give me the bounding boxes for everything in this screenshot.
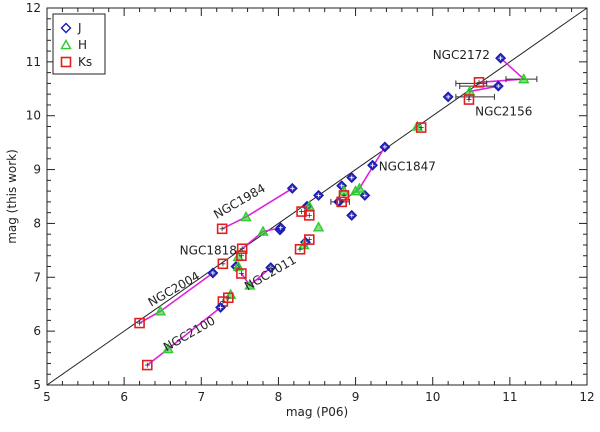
point-ks [236, 250, 247, 262]
legend-marker-ks [60, 56, 72, 68]
cluster-label-ngc2100: NGC2100 [161, 313, 218, 354]
legend-marker-h [60, 39, 72, 50]
point-ks [463, 94, 475, 105]
point-ks [141, 359, 153, 371]
point-h [518, 73, 530, 84]
point-ks [294, 243, 306, 255]
point-ks [415, 122, 427, 133]
point-h [244, 279, 256, 290]
point-ks [236, 243, 248, 255]
point-h [353, 182, 366, 193]
x-tick-label: 5 [43, 390, 51, 404]
legend: JH Ks [52, 13, 106, 75]
point-ks [236, 268, 247, 279]
legend-label-j: J [77, 21, 82, 35]
legend-label-ks: Ks [78, 55, 92, 69]
y-tick-label: 10 [26, 109, 41, 123]
cluster-label-ngc2156: NGC2156 [475, 105, 532, 119]
point-ks [303, 210, 315, 221]
y-tick-label: 7 [33, 270, 41, 284]
point-ks [217, 258, 229, 270]
cluster-label-ngc1847: NGC1847 [379, 160, 436, 174]
x-tick-label: 12 [579, 390, 594, 404]
legend-marker-j [60, 22, 72, 34]
cluster-label-ngc2004: NGC2004 [146, 269, 203, 310]
x-tick-label: 10 [425, 390, 440, 404]
point-h [312, 221, 325, 232]
cluster-label-ngc2172: NGC2172 [433, 48, 490, 62]
y-tick-label: 11 [26, 55, 41, 69]
point-h [257, 225, 269, 236]
point-ks [303, 234, 315, 245]
point-ks [134, 317, 145, 329]
x-tick-label: 6 [120, 390, 128, 404]
cluster-label-ngc1818: NGC1818 [180, 244, 237, 258]
point-h [162, 342, 174, 354]
y-tick-label: 9 [33, 163, 41, 177]
plot-area: NGC2172 NGC2156 NGC1847 NGC1984 NGC1818 NGC20… [46, 7, 588, 386]
cluster-label-ngc2011: NGC2011 [242, 253, 299, 294]
y-axis-label: mag (this work) [5, 149, 19, 244]
axes: 5 6 7 8 9 10 11 12 5 6 7 8 9 10 11 12 mag (P06) mag (this… [5, 1, 595, 419]
point-h [154, 305, 167, 316]
x-tick-label: 9 [352, 390, 360, 404]
y-tick-label: 12 [26, 1, 41, 15]
y-tick-label: 8 [33, 216, 41, 230]
x-tick-label: 8 [275, 390, 283, 404]
point-h [303, 200, 315, 211]
point-ks [216, 223, 228, 235]
x-tick-label: 7 [197, 390, 205, 404]
cluster-label-ngc1984: NGC1984 [211, 181, 268, 222]
y-tick-label: 6 [33, 324, 41, 338]
plot-frame [46, 7, 588, 386]
point-ks [338, 190, 350, 201]
y-tick-label: 5 [33, 378, 41, 392]
x-tick-label: 11 [502, 390, 517, 404]
legend-label-h: H [78, 38, 87, 52]
point-ks [473, 77, 485, 88]
point-ks [336, 196, 347, 208]
point-h [232, 260, 245, 271]
point-h [240, 211, 252, 222]
x-axis-label: mag (P06) [286, 405, 348, 419]
